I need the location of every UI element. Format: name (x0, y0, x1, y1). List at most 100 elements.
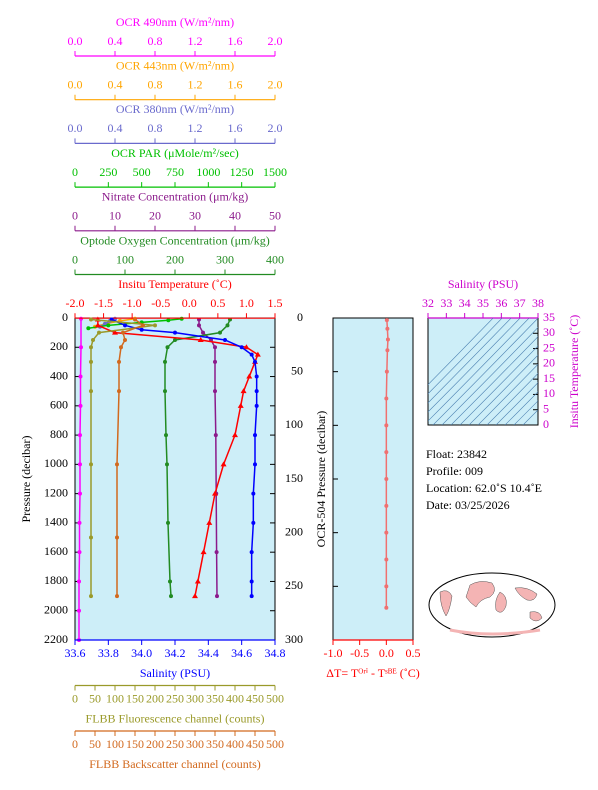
x-tick-label: 33.8 (98, 646, 119, 660)
data-point (249, 550, 254, 555)
x-tick-label: 35 (477, 296, 489, 310)
data-point (254, 374, 259, 379)
data-point (115, 594, 119, 599)
x-tick-label: 34.0 (131, 646, 152, 660)
data-point (89, 359, 93, 364)
density-contour (441, 326, 538, 425)
x-tick-label: 0.4 (108, 77, 123, 91)
x-tick-label: -0.5 (151, 296, 170, 310)
x-tick-label: 500 (133, 165, 151, 179)
y-tick-label: 50 (291, 363, 303, 377)
x-tick-label: 0.0 (182, 296, 197, 310)
data-point (89, 345, 93, 350)
profile-line (116, 318, 145, 597)
x-tick-label: 34.2 (165, 646, 186, 660)
profile-info: Location: 62.0˚S 10.4˚E (426, 481, 542, 495)
y-tick-label: 2000 (44, 602, 68, 616)
density-contour (486, 373, 538, 425)
data-point (89, 535, 93, 540)
x-tick-label: 100 (106, 691, 124, 705)
density-contour (428, 318, 512, 404)
x-tick-label: 250 (99, 165, 117, 179)
x-axis-title: Insitu Temperature (˚C) (118, 277, 232, 291)
data-point (139, 327, 144, 332)
data-point (123, 337, 127, 342)
world-map (428, 572, 556, 638)
y-tick-label: 200 (50, 339, 68, 353)
data-point (384, 503, 389, 508)
x-tick-label: 33.6 (65, 646, 86, 660)
data-point (213, 433, 218, 438)
y-tick-label: 250 (285, 578, 303, 592)
y-tick-label: 5 (543, 401, 549, 415)
x-axis-title: Salinity (PSU) (140, 666, 210, 680)
x-tick-label: 400 (266, 252, 284, 266)
x-tick-label: 0 (72, 209, 78, 223)
x-tick-label: -1.0 (324, 646, 343, 660)
data-point (212, 490, 218, 496)
plot-frame (332, 317, 414, 641)
density-contour (428, 318, 503, 395)
density-contour (477, 363, 538, 425)
data-point (218, 330, 222, 335)
data-point (246, 373, 253, 379)
data-point (214, 550, 219, 555)
data-point (168, 579, 172, 584)
x-tick-label: 0 (72, 737, 78, 751)
x-tick-label: 100 (106, 737, 124, 751)
density-contour (428, 318, 530, 422)
data-point (249, 594, 254, 599)
data-point (163, 389, 167, 394)
x-tick-label: 50 (89, 691, 101, 705)
x-tick-label: 150 (126, 691, 144, 705)
x-tick-label: 300 (186, 737, 204, 751)
data-point (384, 423, 389, 428)
data-point (197, 336, 204, 342)
data-point (117, 359, 121, 364)
data-point (213, 345, 217, 350)
x-tick-label: 750 (166, 165, 184, 179)
x-tick-label: 350 (206, 737, 224, 751)
density-contour (428, 318, 494, 386)
x-tick-label: 400 (226, 691, 244, 705)
density-contour (459, 345, 538, 425)
x-tick-label: 38 (532, 296, 544, 310)
data-point (192, 593, 198, 599)
y-tick-label: 400 (50, 368, 68, 382)
x-tick-label: 10 (109, 209, 121, 223)
data-point (86, 326, 91, 331)
data-point (194, 578, 201, 584)
data-point (77, 608, 81, 613)
x-axis-title: OCR 380nm (W/m²/nm) (116, 102, 234, 116)
x-tick-label: 0.8 (148, 34, 163, 48)
data-point (213, 359, 217, 364)
x-axis-title: FLBB Backscatter channel (counts) (89, 757, 261, 771)
x-tick-label: 2.0 (268, 121, 283, 135)
density-contour (513, 400, 538, 425)
data-point (243, 344, 250, 350)
x-tick-label: 0.0 (379, 646, 394, 660)
data-point (79, 345, 83, 350)
data-point (165, 345, 170, 350)
y-tick-label: 0 (297, 310, 303, 324)
data-point (106, 323, 111, 328)
x-tick-label: 34.4 (198, 646, 219, 660)
data-point (225, 323, 230, 328)
data-point (169, 594, 173, 599)
x-tick-label: -1.0 (123, 296, 142, 310)
data-point (117, 389, 121, 394)
data-point (384, 396, 389, 401)
x-tick-label: 1.6 (228, 34, 243, 48)
x-tick-label: 1.2 (188, 77, 203, 91)
plot-frame (427, 317, 539, 426)
x-tick-label: 0.4 (108, 34, 123, 48)
data-point (112, 329, 118, 335)
x-tick-label: 20 (149, 209, 161, 223)
y-tick-label: 15 (543, 371, 555, 385)
x-tick-label: 37 (514, 296, 526, 310)
data-point (133, 317, 137, 322)
data-point (77, 550, 82, 555)
x-tick-label: 2.0 (268, 77, 283, 91)
x-tick-label: 1.2 (188, 121, 203, 135)
data-point (254, 351, 261, 357)
